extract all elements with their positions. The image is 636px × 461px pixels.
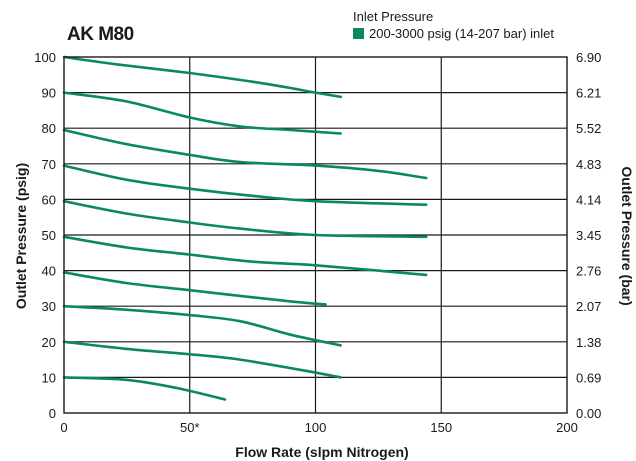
y-tick-label-5: 50 — [42, 228, 56, 243]
x-tick-label-1: 50* — [180, 420, 200, 435]
y2-axis-label: Outlet Pressure (bar) — [619, 166, 635, 305]
y-tick-label-6: 60 — [42, 192, 56, 207]
y2-tick-label-4: 2.76 — [576, 264, 601, 279]
legend-swatch — [353, 28, 364, 39]
series-line-9 — [62, 376, 227, 401]
x-tick-label-0: 0 — [60, 420, 67, 435]
y2-tick-label-9: 6.21 — [576, 86, 601, 101]
y2-tick-label-8: 5.52 — [576, 121, 601, 136]
y-tick-label-10: 100 — [34, 50, 56, 65]
series-line-1 — [62, 91, 342, 135]
y2-tick-label-3: 2.07 — [576, 299, 601, 314]
y-tick-label-3: 30 — [42, 299, 56, 314]
series-line-6 — [62, 271, 327, 306]
series-line-2 — [62, 128, 428, 180]
series-line-8 — [62, 340, 342, 379]
series-line-3 — [62, 164, 428, 206]
y-tick-label-8: 80 — [42, 121, 56, 136]
y-tick-label-1: 10 — [42, 370, 56, 385]
series-line-5 — [62, 235, 428, 277]
y-tick-label-7: 70 — [42, 157, 56, 172]
y2-tick-label-2: 1.38 — [576, 335, 601, 350]
x-axis-label: Flow Rate (slpm Nitrogen) — [235, 444, 408, 460]
series-line-4 — [62, 199, 428, 239]
series-line-7 — [62, 304, 342, 347]
y-tick-label-9: 90 — [42, 86, 56, 101]
y-tick-label-2: 20 — [42, 335, 56, 350]
series-line-0 — [62, 55, 342, 99]
x-tick-label-2: 100 — [305, 420, 327, 435]
y2-tick-label-7: 4.83 — [576, 157, 601, 172]
chart-title: AK M80 — [67, 24, 134, 45]
x-tick-label-4: 200 — [556, 420, 578, 435]
legend-label: 200-3000 psig (14-207 bar) inlet — [369, 26, 554, 41]
legend-title: Inlet Pressure — [353, 9, 433, 24]
y-tick-label-0: 0 — [49, 406, 56, 421]
tick-labels: 0 10 20 30 40 50 60 70 80 90 100 0.00 0.69 1.38 2.07 2.… — [34, 50, 601, 435]
y2-tick-label-0: 0.00 — [576, 406, 601, 421]
y-tick-label-4: 40 — [42, 264, 56, 279]
y2-tick-label-1: 0.69 — [576, 370, 601, 385]
y2-tick-label-10: 6.90 — [576, 50, 601, 65]
y2-tick-label-5: 3.45 — [576, 228, 601, 243]
y-axis-label: Outlet Pressure (psig) — [13, 163, 29, 309]
plot-border — [63, 56, 568, 414]
y2-tick-label-6: 4.14 — [576, 192, 601, 207]
series-lines — [62, 55, 428, 401]
plot-frame — [63, 56, 568, 414]
x-tick-label-3: 150 — [430, 420, 452, 435]
